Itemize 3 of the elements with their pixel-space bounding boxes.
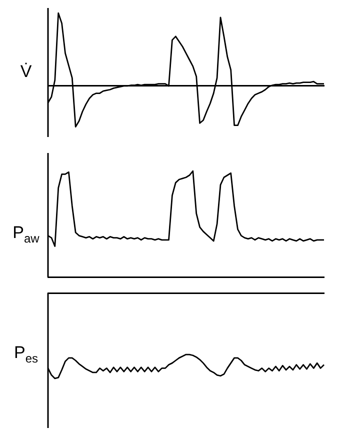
y-axis-title: P$_{es}$: [12, 343, 40, 366]
y-axis-title: V̇: [19, 62, 33, 82]
y-axis-title: P$_{aw}$: [12, 223, 40, 246]
